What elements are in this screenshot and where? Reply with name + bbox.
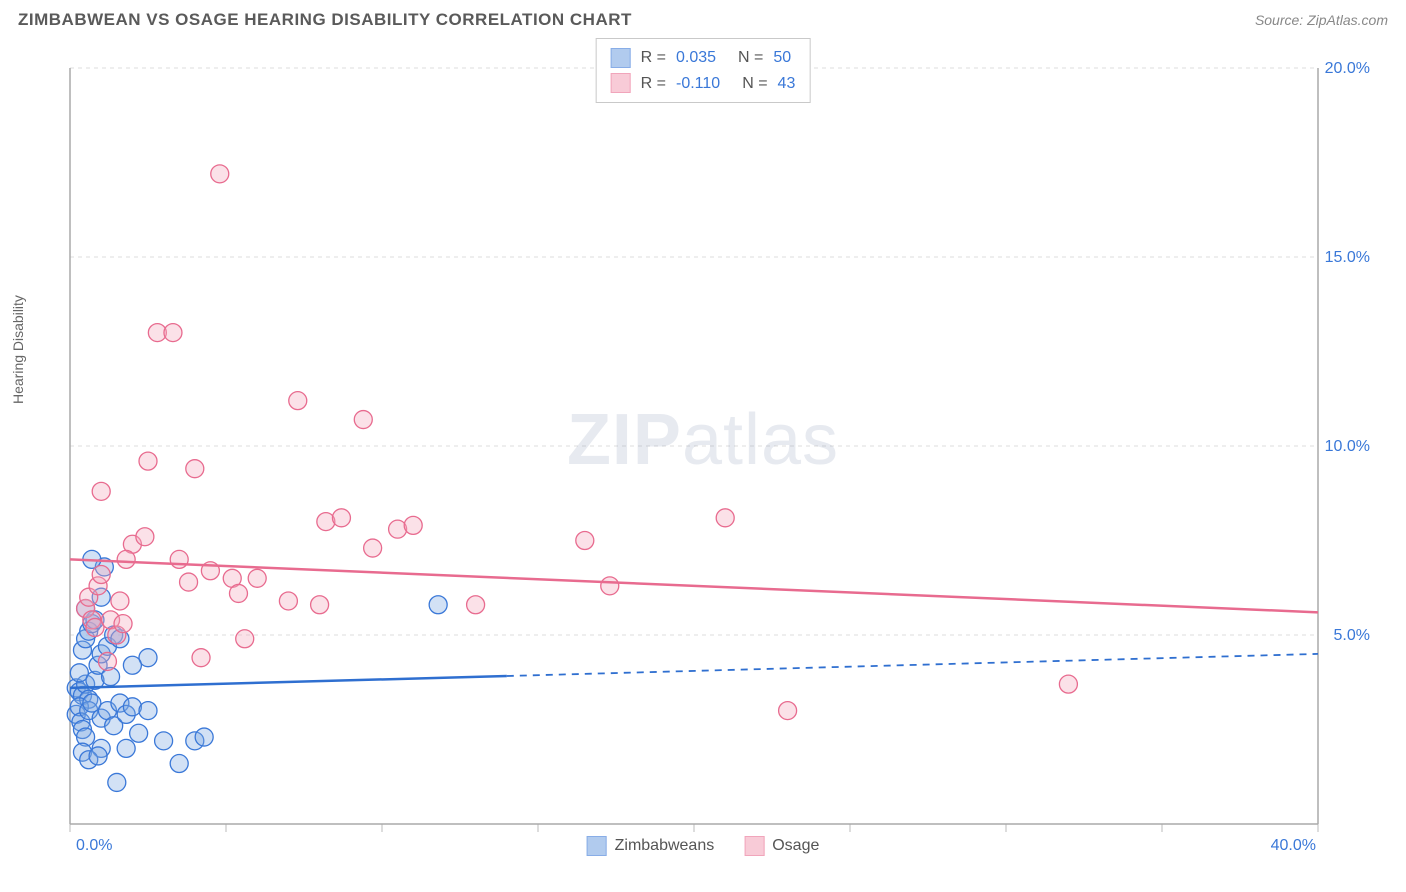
r-value-zimbabweans: 0.035 bbox=[676, 45, 716, 71]
x-tick-label: 40.0% bbox=[1271, 837, 1316, 854]
data-point-zimbabweans bbox=[155, 732, 173, 750]
y-axis-label: Hearing Disability bbox=[10, 295, 26, 404]
chart-container: Hearing Disability ZIPatlas 5.0%10.0%15.… bbox=[18, 34, 1388, 854]
data-point-zimbabweans bbox=[429, 596, 447, 614]
y-tick-label: 10.0% bbox=[1325, 438, 1370, 455]
data-point-osage bbox=[248, 569, 266, 587]
n-value-zimbabweans: 50 bbox=[773, 45, 791, 71]
data-point-osage bbox=[192, 649, 210, 667]
data-point-osage bbox=[170, 550, 188, 568]
data-point-osage bbox=[229, 584, 247, 602]
data-point-osage bbox=[601, 577, 619, 595]
data-point-osage bbox=[117, 550, 135, 568]
data-point-osage bbox=[289, 392, 307, 410]
correlation-stats-box: R =0.035N =50R =-0.110N =43 bbox=[596, 38, 811, 103]
data-point-zimbabweans bbox=[170, 755, 188, 773]
n-label: N = bbox=[738, 45, 763, 71]
x-tick-label: 0.0% bbox=[76, 837, 112, 854]
scatter-chart-svg: 5.0% 10.0% 15.0% 20.0% 0.0% 40.0% bbox=[18, 34, 1378, 854]
data-point-zimbabweans bbox=[139, 702, 157, 720]
r-value-osage: -0.110 bbox=[676, 71, 720, 97]
chart-header: ZIMBABWEAN VS OSAGE HEARING DISABILITY C… bbox=[0, 0, 1406, 34]
data-point-osage bbox=[114, 615, 132, 633]
data-point-osage bbox=[186, 460, 204, 478]
data-point-osage bbox=[236, 630, 254, 648]
data-point-osage bbox=[1059, 675, 1077, 693]
y-tick-label: 15.0% bbox=[1325, 249, 1370, 266]
legend-swatch-zimbabweans bbox=[587, 836, 607, 856]
chart-title: ZIMBABWEAN VS OSAGE HEARING DISABILITY C… bbox=[18, 10, 632, 30]
data-point-osage bbox=[364, 539, 382, 557]
data-point-osage bbox=[211, 165, 229, 183]
legend-label-osage: Osage bbox=[772, 837, 819, 855]
data-point-osage bbox=[164, 324, 182, 342]
data-point-osage bbox=[92, 482, 110, 500]
legend-item-osage: Osage bbox=[744, 836, 819, 856]
data-point-osage bbox=[332, 509, 350, 527]
data-point-osage bbox=[92, 566, 110, 584]
n-value-osage: 43 bbox=[778, 71, 796, 97]
legend-swatch-osage bbox=[744, 836, 764, 856]
r-label: R = bbox=[641, 45, 666, 71]
data-point-osage bbox=[136, 528, 154, 546]
data-point-osage bbox=[467, 596, 485, 614]
n-label: N = bbox=[742, 71, 767, 97]
data-point-zimbabweans bbox=[89, 747, 107, 765]
legend: Zimbabweans Osage bbox=[587, 836, 820, 856]
stats-row-osage: R = -0.110 N = 43 bbox=[611, 71, 796, 97]
data-point-zimbabweans bbox=[117, 739, 135, 757]
legend-label-zimbabweans: Zimbabweans bbox=[615, 837, 715, 855]
data-point-osage bbox=[180, 573, 198, 591]
swatch-zimbabweans bbox=[611, 48, 631, 68]
source-attribution: Source: ZipAtlas.com bbox=[1255, 12, 1388, 28]
data-point-osage bbox=[279, 592, 297, 610]
data-point-zimbabweans bbox=[108, 773, 126, 791]
data-point-zimbabweans bbox=[195, 728, 213, 746]
r-label: R = bbox=[641, 71, 666, 97]
y-tick-label: 5.0% bbox=[1334, 627, 1370, 644]
legend-item-zimbabweans: Zimbabweans bbox=[587, 836, 715, 856]
data-point-zimbabweans bbox=[123, 656, 141, 674]
data-point-osage bbox=[716, 509, 734, 527]
data-point-osage bbox=[354, 411, 372, 429]
data-point-osage bbox=[576, 532, 594, 550]
data-point-osage bbox=[779, 702, 797, 720]
swatch-osage bbox=[611, 73, 631, 93]
data-point-osage bbox=[311, 596, 329, 614]
data-point-zimbabweans bbox=[130, 724, 148, 742]
data-point-osage bbox=[404, 516, 422, 534]
data-point-osage bbox=[111, 592, 129, 610]
stats-row-zimbabweans: R = 0.035 N = 50 bbox=[611, 45, 796, 71]
data-point-osage bbox=[139, 452, 157, 470]
y-tick-label: 20.0% bbox=[1325, 60, 1370, 77]
data-point-osage bbox=[98, 652, 116, 670]
